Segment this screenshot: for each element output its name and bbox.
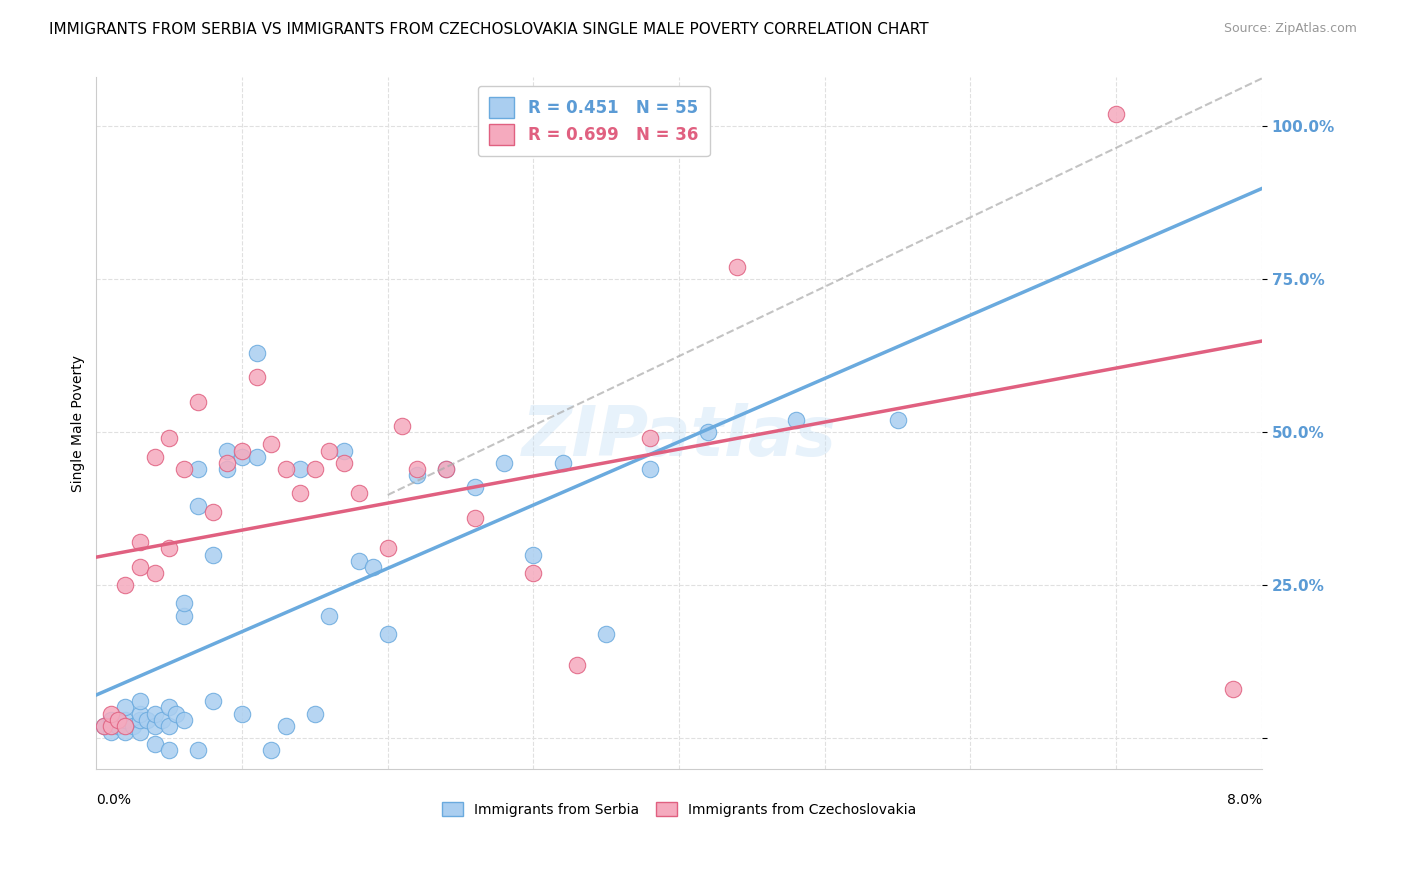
Point: [231, 443, 253, 458]
Point: [100, 706, 122, 721]
Point: [143, 450, 166, 464]
Legend: Immigrants from Serbia, Immigrants from Czechoslovakia: Immigrants from Serbia, Immigrants from …: [436, 795, 922, 824]
Point: [347, 486, 370, 500]
Point: [377, 627, 399, 641]
Text: IMMIGRANTS FROM SERBIA VS IMMIGRANTS FROM CZECHOSLOVAKIA SINGLE MALE POVERTY COR: IMMIGRANTS FROM SERBIA VS IMMIGRANTS FRO…: [49, 22, 929, 37]
Point: [494, 456, 516, 470]
Point: [333, 456, 356, 470]
Point: [725, 260, 748, 274]
Point: [157, 431, 180, 445]
Point: [143, 566, 166, 580]
Point: [290, 486, 312, 500]
Point: [565, 657, 588, 672]
Point: [405, 468, 427, 483]
Point: [1222, 682, 1244, 697]
Text: Source: ZipAtlas.com: Source: ZipAtlas.com: [1223, 22, 1357, 36]
Point: [187, 462, 209, 476]
Point: [1105, 107, 1128, 121]
Point: [274, 462, 297, 476]
Point: [187, 743, 209, 757]
Point: [201, 548, 224, 562]
Point: [107, 719, 129, 733]
Y-axis label: Single Male Poverty: Single Male Poverty: [72, 354, 86, 491]
Point: [434, 462, 457, 476]
Point: [136, 713, 159, 727]
Point: [93, 719, 115, 733]
Point: [143, 706, 166, 721]
Point: [100, 719, 122, 733]
Point: [318, 443, 340, 458]
Point: [201, 505, 224, 519]
Text: ZIPatlas: ZIPatlas: [522, 403, 837, 470]
Point: [391, 419, 413, 434]
Point: [217, 462, 239, 476]
Point: [290, 462, 312, 476]
Point: [464, 511, 486, 525]
Point: [274, 719, 297, 733]
Point: [522, 548, 544, 562]
Point: [697, 425, 720, 440]
Point: [157, 541, 180, 556]
Point: [260, 437, 283, 451]
Point: [114, 725, 136, 739]
Point: [638, 462, 661, 476]
Point: [114, 700, 136, 714]
Point: [157, 700, 180, 714]
Point: [304, 462, 326, 476]
Text: 0.0%: 0.0%: [97, 793, 131, 807]
Point: [231, 706, 253, 721]
Point: [246, 345, 269, 359]
Point: [217, 456, 239, 470]
Point: [638, 431, 661, 445]
Point: [157, 743, 180, 757]
Point: [129, 694, 152, 708]
Point: [246, 370, 269, 384]
Point: [522, 566, 544, 580]
Point: [434, 462, 457, 476]
Point: [201, 694, 224, 708]
Point: [595, 627, 617, 641]
Point: [129, 559, 152, 574]
Point: [121, 719, 143, 733]
Point: [100, 713, 122, 727]
Point: [464, 480, 486, 494]
Point: [187, 499, 209, 513]
Point: [173, 597, 195, 611]
Point: [129, 535, 152, 549]
Point: [260, 743, 283, 757]
Point: [150, 713, 173, 727]
Point: [100, 725, 122, 739]
Point: [129, 713, 152, 727]
Point: [143, 719, 166, 733]
Point: [318, 608, 340, 623]
Point: [333, 443, 356, 458]
Point: [143, 737, 166, 751]
Point: [405, 462, 427, 476]
Point: [114, 713, 136, 727]
Point: [107, 713, 129, 727]
Point: [173, 462, 195, 476]
Point: [129, 725, 152, 739]
Point: [246, 450, 269, 464]
Point: [187, 394, 209, 409]
Point: [551, 456, 574, 470]
Point: [886, 413, 908, 427]
Point: [347, 554, 370, 568]
Point: [166, 706, 188, 721]
Text: 8.0%: 8.0%: [1226, 793, 1261, 807]
Point: [157, 719, 180, 733]
Point: [304, 706, 326, 721]
Point: [114, 578, 136, 592]
Point: [217, 443, 239, 458]
Point: [785, 413, 807, 427]
Point: [114, 719, 136, 733]
Point: [173, 713, 195, 727]
Point: [93, 719, 115, 733]
Point: [173, 608, 195, 623]
Point: [231, 450, 253, 464]
Point: [129, 706, 152, 721]
Point: [377, 541, 399, 556]
Point: [361, 559, 384, 574]
